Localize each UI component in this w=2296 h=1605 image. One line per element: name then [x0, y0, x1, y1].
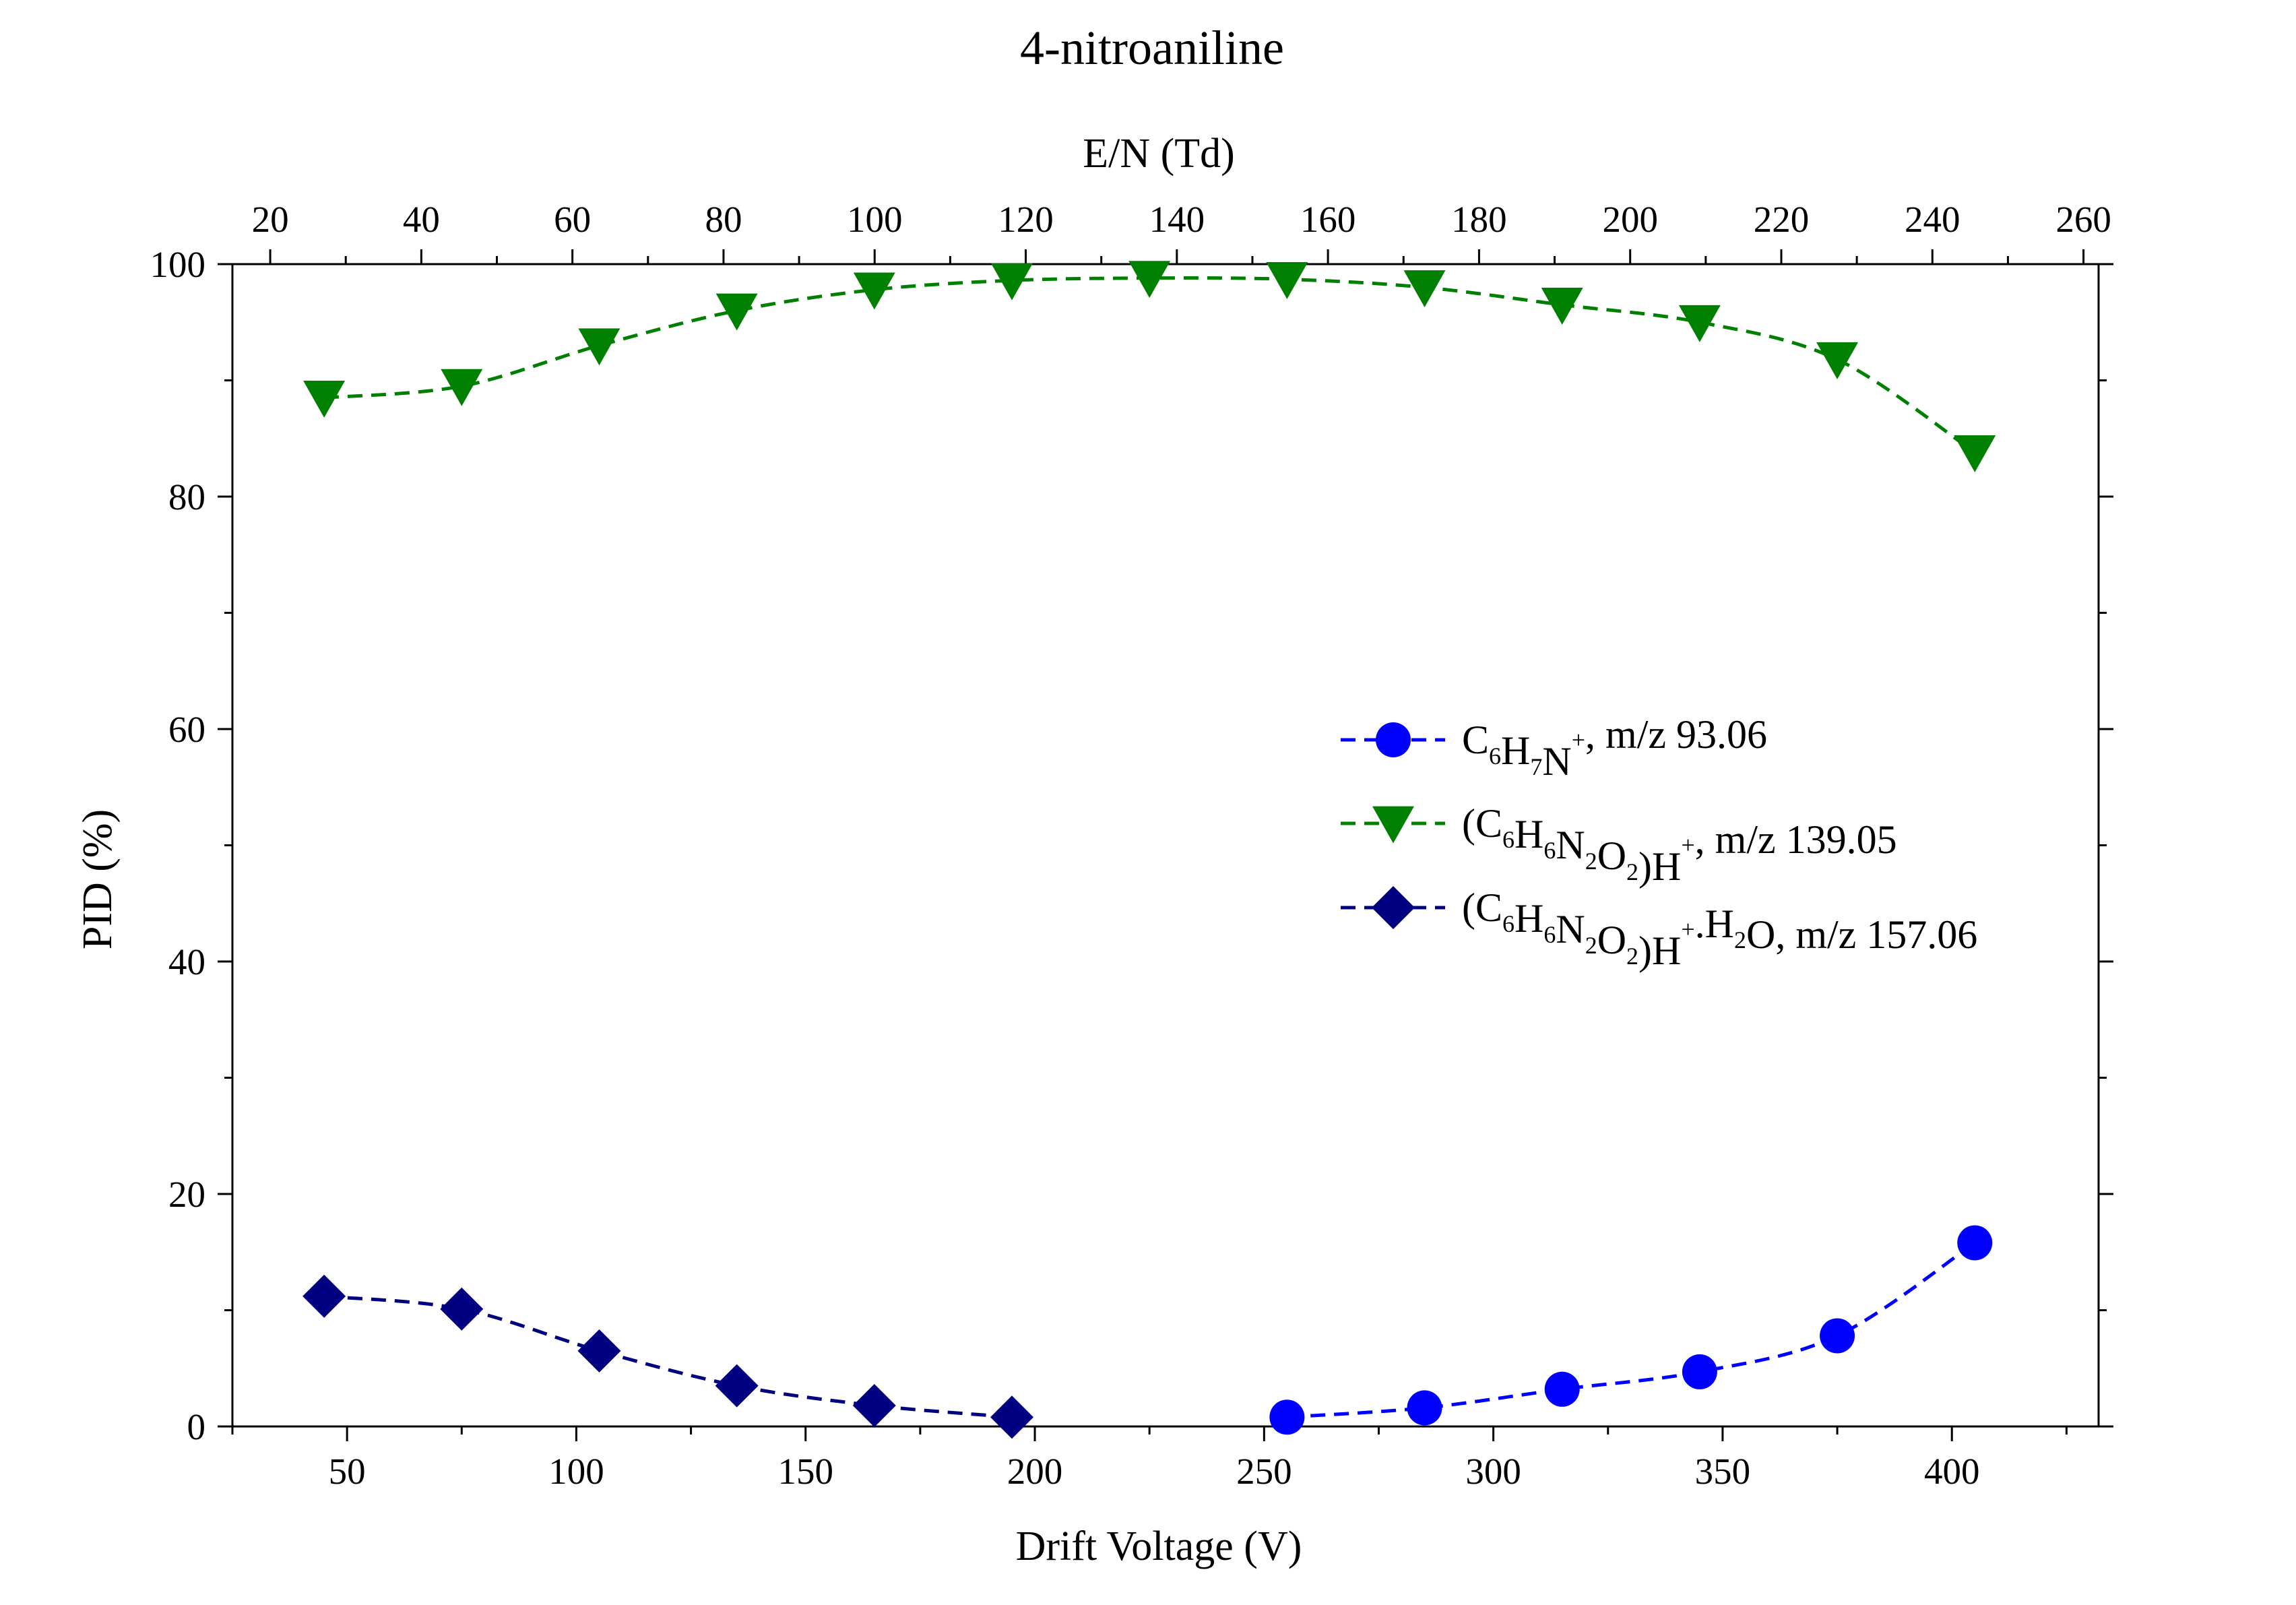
- series-line: [1287, 1241, 1976, 1419]
- data-point: [1541, 287, 1583, 325]
- data-point: [1269, 1399, 1305, 1435]
- x2-tick-label: 200: [1602, 199, 1658, 240]
- series-line: [323, 1294, 1013, 1419]
- x2-tick-label: 20: [252, 199, 289, 240]
- series-0: [1269, 1225, 1993, 1435]
- data-point: [578, 328, 620, 366]
- data-point: [1682, 1354, 1717, 1389]
- legend-marker: [1376, 722, 1411, 757]
- data-point: [440, 1287, 484, 1331]
- legend-entry: (C6H6N2O2)H+, m/z 139.05: [1341, 801, 1897, 889]
- y-tick-label: 0: [187, 1406, 206, 1447]
- data-point: [1816, 342, 1859, 379]
- legend-label: (C6H6N2O2)H+.H2O, m/z 157.06: [1462, 885, 1977, 973]
- data-point: [441, 369, 483, 406]
- data-point: [1128, 261, 1171, 298]
- data-point: [1407, 1390, 1442, 1426]
- legend-entry: (C6H6N2O2)H+.H2O, m/z 157.06: [1341, 885, 1977, 973]
- legend-entry: C6H7N+, m/z 93.06: [1341, 712, 1767, 784]
- x2-tick-label: 260: [2055, 199, 2111, 240]
- data-point: [990, 1395, 1034, 1439]
- x2-tick-label: 160: [1300, 199, 1356, 240]
- legend-marker: [1372, 806, 1414, 844]
- legend-label: (C6H6N2O2)H+, m/z 139.05: [1462, 801, 1897, 889]
- data-point: [577, 1329, 621, 1373]
- data-point: [1957, 1225, 1993, 1261]
- legend-label: C6H7N+, m/z 93.06: [1462, 712, 1767, 784]
- x2-tick-label: 180: [1451, 199, 1507, 240]
- legend: C6H7N+, m/z 93.06 (C6H6N2O2)H+, m/z 139.0…: [1341, 712, 1977, 973]
- x2-tick-label: 40: [403, 199, 440, 240]
- x-tick-label: 50: [329, 1451, 366, 1492]
- legend-marker: [1372, 886, 1415, 929]
- series-line: [323, 276, 1976, 454]
- x-tick-label: 300: [1465, 1451, 1521, 1492]
- x2-tick-label: 120: [998, 199, 1054, 240]
- data-point: [715, 1364, 759, 1408]
- data-point: [1954, 435, 1996, 472]
- top-axis-label: E/N (Td): [1083, 131, 1235, 177]
- x2-tick-label: 80: [705, 199, 742, 240]
- series-1: [303, 261, 1996, 472]
- data-point: [715, 293, 758, 331]
- x-tick-label: 400: [1924, 1451, 1980, 1492]
- x-tick-label: 150: [777, 1451, 833, 1492]
- data-point: [852, 1383, 896, 1427]
- data-point: [1544, 1371, 1580, 1407]
- y-tick-label: 40: [168, 941, 205, 982]
- data-point: [303, 380, 346, 418]
- data-point: [1403, 270, 1446, 307]
- x2-tick-label: 220: [1754, 199, 1810, 240]
- x-axis-label: Drift Voltage (V): [1016, 1523, 1302, 1569]
- x2-tick-label: 240: [1905, 199, 1960, 240]
- data-point: [853, 272, 895, 310]
- x2-tick-label: 100: [847, 199, 903, 240]
- data-point: [302, 1274, 346, 1318]
- data-point: [1266, 262, 1308, 299]
- data-point: [991, 263, 1033, 301]
- y-tick-label: 20: [168, 1174, 205, 1215]
- data-point: [1820, 1318, 1855, 1354]
- series-2: [302, 1274, 1034, 1439]
- y-tick-label: 60: [168, 709, 205, 750]
- y-tick-label: 80: [168, 476, 205, 517]
- chart-title: 4-nitroaniline: [1020, 21, 1284, 75]
- x-tick-label: 250: [1236, 1451, 1292, 1492]
- x-tick-label: 100: [548, 1451, 604, 1492]
- y-tick-label: 100: [150, 244, 206, 285]
- x-tick-label: 350: [1695, 1451, 1751, 1492]
- x2-tick-label: 140: [1149, 199, 1205, 240]
- x2-tick-label: 60: [554, 199, 591, 240]
- y-axis-label: PID (%): [75, 809, 121, 949]
- x-tick-label: 200: [1007, 1451, 1063, 1492]
- series-layer: [302, 261, 1996, 1439]
- data-point: [1678, 305, 1721, 342]
